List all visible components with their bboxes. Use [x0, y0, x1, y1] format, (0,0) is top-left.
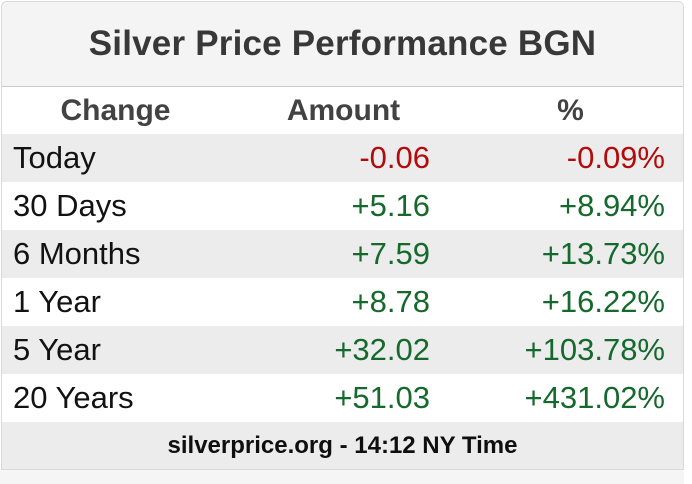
percent-cell: +13.73% [541, 236, 665, 271]
percent-cell: +431.02% [524, 380, 665, 415]
table-row: 1 Year +8.78 +16.22% [2, 278, 683, 326]
amount-cell: -0.06 [359, 140, 430, 175]
percent-cell: +103.78% [524, 332, 665, 367]
performance-table: Change Amount % Today -0.06 -0.09% 30 Da… [2, 87, 683, 422]
table-row: 20 Years +51.03 +431.02% [2, 374, 683, 422]
column-header-change: Change [60, 93, 171, 127]
change-cell: 6 Months [13, 236, 141, 271]
change-cell: 1 Year [13, 284, 101, 319]
amount-cell: +8.78 [351, 284, 430, 319]
attribution-footer: silverprice.org - 14:12 NY Time [2, 422, 683, 469]
change-cell: 30 Days [13, 188, 127, 223]
widget-title: Silver Price Performance BGN [2, 2, 683, 87]
table-row: 30 Days +5.16 +8.94% [2, 182, 683, 230]
table-row: 5 Year +32.02 +103.78% [2, 326, 683, 374]
change-cell: 20 Years [13, 380, 134, 415]
table-header-row: Change Amount % [2, 87, 683, 134]
amount-cell: +32.02 [334, 332, 430, 367]
percent-cell: +8.94% [558, 188, 665, 223]
column-header-amount: Amount [286, 93, 401, 127]
column-header-percent: % [557, 93, 584, 127]
percent-cell: -0.09% [566, 140, 665, 175]
silver-price-performance-widget: Silver Price Performance BGN Change Amou… [1, 1, 684, 470]
change-cell: Today [13, 140, 96, 175]
table-row: 6 Months +7.59 +13.73% [2, 230, 683, 278]
page-background-strip [0, 470, 684, 484]
amount-cell: +7.59 [351, 236, 430, 271]
amount-cell: +5.16 [351, 188, 430, 223]
percent-cell: +16.22% [541, 284, 665, 319]
amount-cell: +51.03 [334, 380, 430, 415]
table-row: Today -0.06 -0.09% [2, 134, 683, 182]
change-cell: 5 Year [13, 332, 101, 367]
